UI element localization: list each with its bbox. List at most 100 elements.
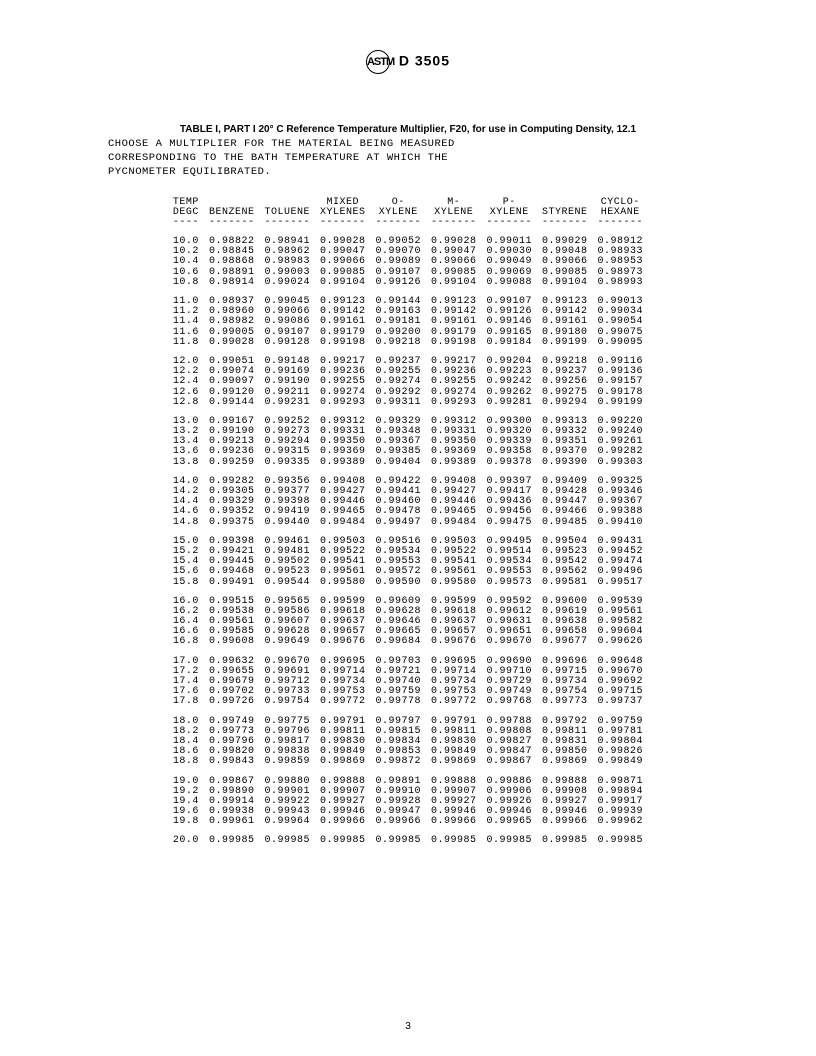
value-cell: 0.99024: [259, 278, 315, 288]
value-cell: 0.99677: [537, 637, 593, 647]
value-cell: 0.99869: [426, 757, 482, 767]
temp-cell: 10.8: [168, 278, 204, 288]
value-cell: 0.99274: [370, 377, 426, 387]
doc-header: ASTM D 3505: [60, 50, 756, 74]
value-cell: 0.99561: [426, 567, 482, 577]
value-cell: 0.99985: [259, 836, 315, 846]
value-cell: 0.99676: [315, 637, 371, 647]
value-cell: 0.99144: [204, 398, 260, 408]
value-cell: 0.99580: [315, 578, 371, 588]
value-cell: 0.99104: [537, 278, 593, 288]
value-cell: 0.99608: [204, 637, 260, 647]
astm-logo: ASTM: [366, 50, 390, 74]
col-header: -------: [315, 218, 371, 228]
col-header: ----: [168, 218, 204, 228]
table-instructions: CHOOSE A MULTIPLIER FOR THE MATERIAL BEI…: [108, 137, 708, 180]
table-caption: TABLE I, PART I 20° C Reference Temperat…: [60, 124, 756, 135]
value-cell: 0.99778: [370, 697, 426, 707]
col-header: -------: [593, 218, 649, 228]
value-cell: 0.99255: [426, 377, 482, 387]
value-cell: 0.99961: [204, 817, 260, 827]
value-cell: 0.99573: [482, 578, 538, 588]
value-cell: 0.99198: [426, 338, 482, 348]
value-cell: 0.99849: [593, 757, 649, 767]
value-cell: 0.99670: [482, 637, 538, 647]
value-cell: 0.99985: [370, 836, 426, 846]
value-cell: 0.99869: [537, 757, 593, 767]
temp-cell: 12.8: [168, 398, 204, 408]
col-header: -------: [370, 218, 426, 228]
temp-cell: 20.0: [168, 836, 204, 846]
value-cell: 0.99491: [204, 578, 260, 588]
value-cell: 0.99259: [204, 458, 260, 468]
value-cell: 0.99378: [482, 458, 538, 468]
value-cell: 0.99256: [537, 377, 593, 387]
table-row: 19.80.999610.999640.999660.999660.999660…: [168, 817, 648, 827]
value-cell: 0.99544: [259, 578, 315, 588]
value-cell: 0.99218: [370, 338, 426, 348]
value-cell: 0.99772: [315, 697, 371, 707]
temp-cell: 17.8: [168, 697, 204, 707]
value-cell: 0.99126: [370, 278, 426, 288]
value-cell: 0.99104: [426, 278, 482, 288]
density-table: TEMPMIXEDO-M-P-CYCLO- DEGCBENZENETOLUENE…: [168, 198, 648, 847]
value-cell: 0.99390: [537, 458, 593, 468]
value-cell: 0.99468: [204, 567, 260, 577]
temp-cell: 15.6: [168, 567, 204, 577]
value-cell: 0.99404: [370, 458, 426, 468]
value-cell: 0.99088: [482, 278, 538, 288]
value-cell: 0.99768: [482, 697, 538, 707]
value-cell: 0.99410: [593, 518, 649, 528]
page-number: 3: [0, 1021, 816, 1032]
table-row: 15.60.994680.995230.995610.995720.995610…: [168, 567, 648, 577]
value-cell: 0.99773: [537, 697, 593, 707]
table-body: 10.00.988220.989410.990280.990520.990280…: [168, 228, 648, 847]
value-cell: 0.99966: [370, 817, 426, 827]
value-cell: 0.99867: [482, 757, 538, 767]
table-row: 12.80.991440.992310.992930.993110.992930…: [168, 398, 648, 408]
value-cell: 0.99199: [537, 338, 593, 348]
value-cell: 0.99649: [259, 637, 315, 647]
value-cell: 0.99590: [370, 578, 426, 588]
table-row: 15.80.994910.995440.995800.995900.995800…: [168, 578, 648, 588]
value-cell: 0.98914: [204, 278, 260, 288]
value-cell: 0.99281: [482, 398, 538, 408]
value-cell: 0.99311: [370, 398, 426, 408]
value-cell: 0.99581: [537, 578, 593, 588]
value-cell: 0.99859: [259, 757, 315, 767]
value-cell: 0.99985: [204, 836, 260, 846]
value-cell: 0.99966: [426, 817, 482, 827]
value-cell: 0.99475: [482, 518, 538, 528]
table-row: 14.80.993750.994400.994840.994970.994840…: [168, 518, 648, 528]
value-cell: 0.99772: [426, 697, 482, 707]
value-cell: 0.99726: [204, 697, 260, 707]
value-cell: 0.99104: [315, 278, 371, 288]
temp-cell: 14.8: [168, 518, 204, 528]
value-cell: 0.99962: [593, 817, 649, 827]
col-header: -------: [204, 218, 260, 228]
value-cell: 0.99985: [537, 836, 593, 846]
value-cell: 0.99572: [370, 567, 426, 577]
value-cell: 0.99198: [315, 338, 371, 348]
value-cell: 0.99255: [315, 377, 371, 387]
table-row: 11.80.990280.991280.991980.992180.991980…: [168, 338, 648, 348]
value-cell: 0.99497: [370, 518, 426, 528]
value-cell: 0.99985: [593, 836, 649, 846]
value-cell: 0.99869: [315, 757, 371, 767]
col-header: -------: [482, 218, 538, 228]
col-header: -------: [537, 218, 593, 228]
value-cell: 0.99626: [593, 637, 649, 647]
value-cell: 0.99028: [204, 338, 260, 348]
value-cell: 0.99303: [593, 458, 649, 468]
value-cell: 0.99517: [593, 578, 649, 588]
table-row: 12.40.990970.991900.992550.992740.992550…: [168, 377, 648, 387]
value-cell: 0.99128: [259, 338, 315, 348]
value-cell: 0.99754: [259, 697, 315, 707]
doc-number: D 3505: [399, 53, 450, 69]
page: ASTM D 3505 TABLE I, PART I 20° C Refere…: [0, 0, 816, 1056]
value-cell: 0.99293: [315, 398, 371, 408]
temp-cell: 18.8: [168, 757, 204, 767]
value-cell: 0.99485: [537, 518, 593, 528]
value-cell: 0.99580: [426, 578, 482, 588]
value-cell: 0.99496: [593, 567, 649, 577]
